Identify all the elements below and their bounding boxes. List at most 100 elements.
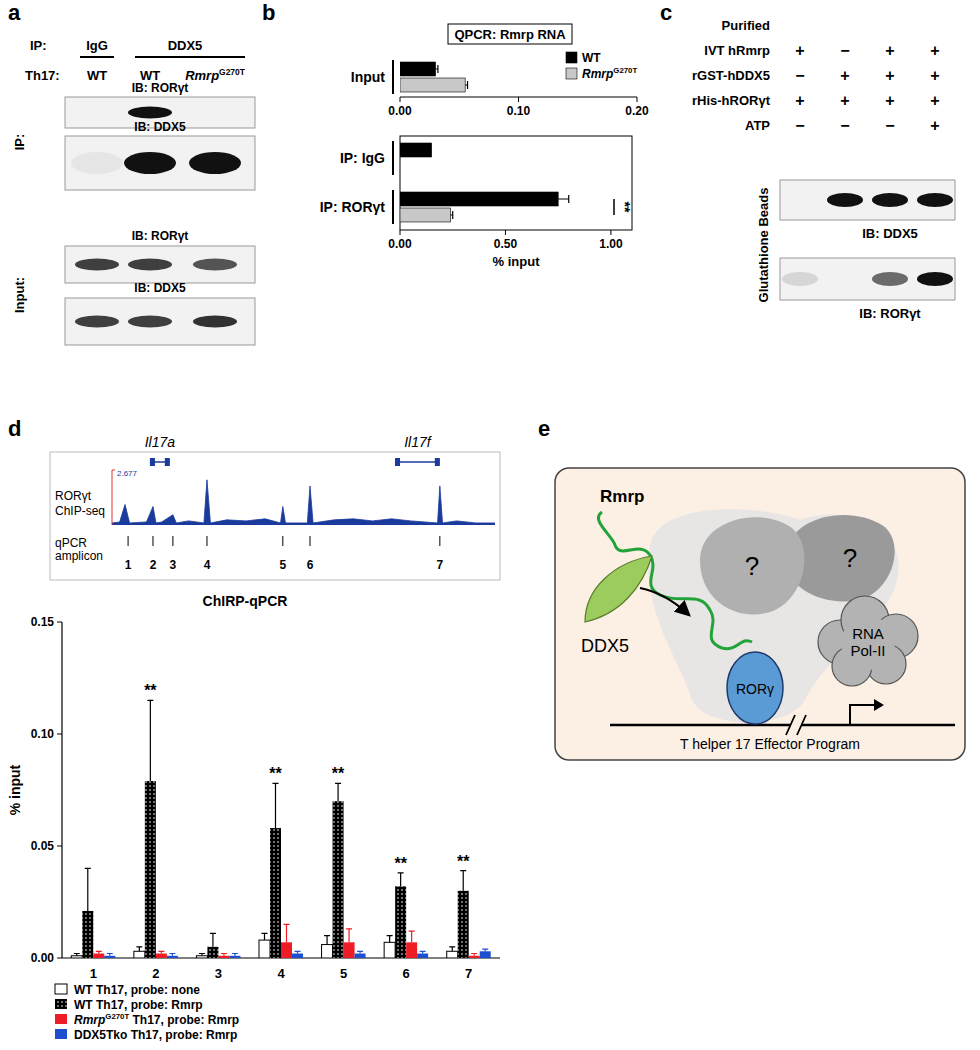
category-bracket — [392, 190, 394, 224]
label: DDX5Tko Th17, probe: Rmrp — [74, 1028, 237, 1042]
error-bar — [357, 951, 363, 953]
band — [189, 152, 241, 174]
label: IP: IgG — [340, 150, 385, 166]
amplicon-tick — [282, 536, 283, 546]
label: Rmrp — [600, 487, 644, 506]
bar — [355, 954, 366, 958]
amplicon-tick — [152, 536, 153, 546]
label: 0.00 — [388, 237, 412, 251]
label: 4 — [277, 966, 285, 981]
label: IVT hRmrp — [704, 43, 770, 58]
tick — [57, 622, 62, 623]
blot — [780, 180, 955, 220]
bar — [104, 956, 115, 958]
label: RORγ — [736, 681, 774, 697]
label: DDX5 — [581, 636, 629, 656]
label: % input — [7, 764, 23, 815]
panel-label: a — [8, 0, 21, 25]
track-signal — [112, 480, 495, 525]
bar — [167, 956, 178, 958]
bar — [400, 143, 432, 157]
panel-label: c — [660, 0, 672, 25]
label: − — [885, 117, 894, 134]
error-bar — [262, 933, 268, 940]
amplicon-tick — [439, 536, 440, 546]
band — [71, 152, 123, 174]
label: ** — [457, 853, 470, 870]
label: + — [930, 67, 939, 84]
label: IB: RORγt — [859, 306, 921, 321]
band — [872, 193, 908, 207]
signal-area — [112, 480, 495, 525]
bar — [134, 951, 145, 958]
label: ** — [617, 202, 633, 213]
label: − — [840, 117, 849, 134]
dna — [610, 724, 955, 727]
label: 1.00 — [599, 237, 623, 251]
error-bar — [460, 871, 466, 891]
tss-arrow — [874, 699, 884, 711]
error-bar — [398, 873, 404, 886]
panel-label: d — [8, 416, 21, 441]
bar — [480, 951, 491, 958]
label: + — [840, 92, 849, 109]
amplicon-tick — [172, 536, 173, 546]
label: Pol-II — [850, 642, 885, 659]
tick — [637, 97, 638, 102]
label: QPCR: Rmrp RNA — [454, 27, 566, 42]
label: rGST-hDDX5 — [692, 68, 770, 83]
error-bar — [436, 65, 438, 73]
amplicon-tick — [206, 536, 207, 546]
label: ChIRP-qPCR — [203, 593, 288, 609]
title-box — [448, 24, 572, 44]
label: Glutathione Beads — [756, 188, 771, 303]
label: + — [840, 67, 849, 84]
bar — [417, 954, 428, 958]
bar — [400, 78, 465, 92]
track-box — [50, 452, 500, 580]
error-bar — [451, 211, 453, 219]
band — [128, 259, 172, 271]
band — [872, 272, 908, 286]
y-axis — [61, 622, 62, 958]
error-bar — [221, 954, 227, 956]
label: amplicon — [55, 549, 103, 563]
label: + — [930, 117, 939, 134]
label: Input: — [12, 277, 27, 313]
exon — [435, 458, 440, 466]
label: 0.50 — [494, 237, 518, 251]
bar — [207, 947, 218, 958]
label: IP: RORγt — [320, 199, 386, 215]
error-bar — [273, 783, 279, 828]
label: RNA — [852, 625, 884, 642]
error-bar — [387, 936, 393, 943]
label: T helper 17 Effector Program — [680, 736, 860, 752]
label: IB: DDX5 — [862, 226, 918, 241]
label: 0.15 — [31, 615, 55, 629]
band — [827, 193, 863, 207]
label: − — [840, 42, 849, 59]
band — [917, 272, 953, 286]
label: 0.10 — [507, 104, 531, 118]
label: 6 — [403, 966, 410, 981]
bar — [71, 956, 82, 958]
band — [128, 107, 172, 119]
bar — [292, 954, 303, 958]
bar — [145, 781, 156, 958]
label: ** — [269, 765, 282, 782]
bar — [400, 208, 451, 222]
label: ChIP-seq — [55, 504, 105, 518]
label: 5 — [340, 966, 347, 981]
error-bar — [158, 951, 164, 953]
label: 0.00 — [388, 104, 412, 118]
blot — [65, 136, 255, 190]
label: − — [795, 67, 804, 84]
label: 2.677 — [117, 469, 138, 478]
error-bar — [335, 783, 341, 801]
label: Th17: — [25, 68, 60, 83]
blot — [65, 298, 255, 345]
error-bar — [324, 936, 330, 945]
label: % input — [493, 254, 541, 269]
band — [917, 193, 953, 207]
error-bar — [295, 951, 301, 953]
